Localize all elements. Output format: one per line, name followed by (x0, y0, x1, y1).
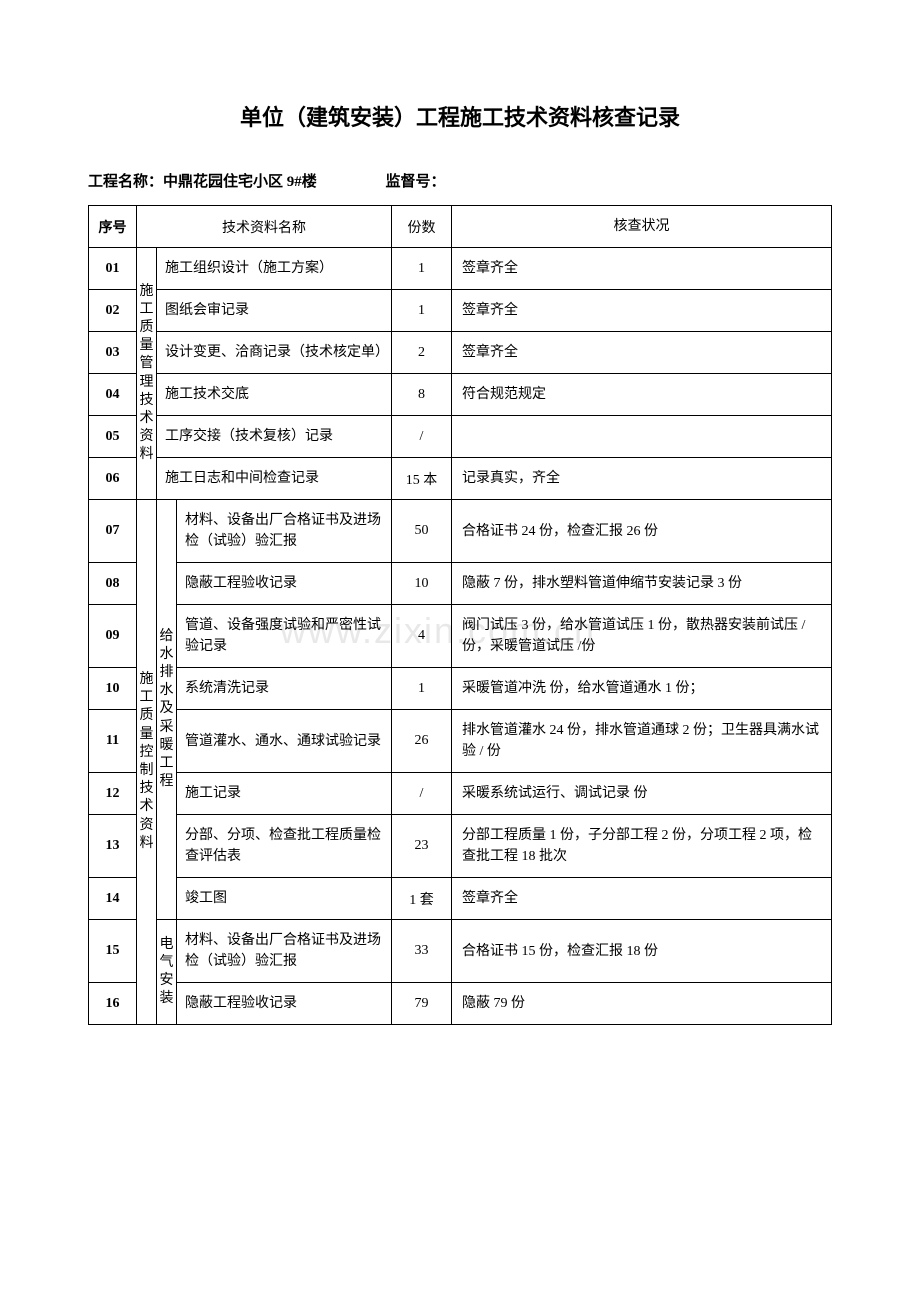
cell-count: 2 (392, 332, 452, 374)
cell-name: 设计变更、洽商记录（技术核定单） (157, 332, 392, 374)
table-row: 10 系统清洗记录 1 采暖管道冲洗 份，给水管道通水 1 份； (89, 668, 832, 710)
cell-seq: 10 (89, 668, 137, 710)
supervision-label: 监督号： (386, 174, 446, 190)
table-row: 13 分部、分项、检查批工程质量检查评估表 23 分部工程质量 1 份，子分部工… (89, 815, 832, 878)
cell-seq: 09 (89, 605, 137, 668)
table-header-row: 序号 技术资料名称 份数 核查状况 (89, 206, 832, 248)
table-row: 01 施工质量管理技术资料 施工组织设计（施工方案） 1 签章齐全 (89, 248, 832, 290)
cell-seq: 11 (89, 710, 137, 773)
cell-status: 签章齐全 (452, 248, 832, 290)
cell-seq: 01 (89, 248, 137, 290)
cell-seq: 03 (89, 332, 137, 374)
cell-status (452, 416, 832, 458)
cell-status: 签章齐全 (452, 332, 832, 374)
table-row: 16 隐蔽工程验收记录 79 隐蔽 79 份 (89, 983, 832, 1025)
subcategory-b: 电气安装 (157, 920, 177, 1025)
inspection-table: 序号 技术资料名称 份数 核查状况 01 施工质量管理技术资料 施工组织设计（施… (88, 205, 832, 1025)
cell-status: 符合规范规定 (452, 374, 832, 416)
cell-seq: 13 (89, 815, 137, 878)
table-row: 12 施工记录 / 采暖系统试运行、调试记录 份 (89, 773, 832, 815)
cell-name: 竣工图 (177, 878, 392, 920)
cell-status: 分部工程质量 1 份，子分部工程 2 份，分项工程 2 项，检查批工程 18 批… (452, 815, 832, 878)
cell-seq: 04 (89, 374, 137, 416)
cell-seq: 07 (89, 500, 137, 563)
cell-seq: 12 (89, 773, 137, 815)
cell-status: 阀门试压 3 份，给水管道试压 1 份，散热器安装前试压 /份，采暖管道试压 /… (452, 605, 832, 668)
cell-name: 施工技术交底 (157, 374, 392, 416)
cell-name: 管道、设备强度试验和严密性试验记录 (177, 605, 392, 668)
cell-seq: 14 (89, 878, 137, 920)
cell-count: 1 套 (392, 878, 452, 920)
cell-name: 系统清洗记录 (177, 668, 392, 710)
cell-count: 4 (392, 605, 452, 668)
cell-status: 签章齐全 (452, 290, 832, 332)
table-row: 08 隐蔽工程验收记录 10 隐蔽 7 份，排水塑料管道伸缩节安装记录 3 份 (89, 563, 832, 605)
header-count: 份数 (392, 206, 452, 248)
cell-status: 采暖系统试运行、调试记录 份 (452, 773, 832, 815)
cell-status: 隐蔽 79 份 (452, 983, 832, 1025)
cell-count: 8 (392, 374, 452, 416)
category-a: 施工质量管理技术资料 (137, 248, 157, 500)
cell-status: 隐蔽 7 份，排水塑料管道伸缩节安装记录 3 份 (452, 563, 832, 605)
cell-name: 工序交接（技术复核）记录 (157, 416, 392, 458)
table-row: 09 管道、设备强度试验和严密性试验记录 4 阀门试压 3 份，给水管道试压 1… (89, 605, 832, 668)
cell-name: 隐蔽工程验收记录 (177, 563, 392, 605)
cell-status: 签章齐全 (452, 878, 832, 920)
subtitle-row: 工程名称：中鼎花园住宅小区 9#楼 监督号： (88, 170, 832, 191)
cell-count: / (392, 416, 452, 458)
cell-name: 施工组织设计（施工方案） (157, 248, 392, 290)
cell-count: 1 (392, 290, 452, 332)
cell-name: 图纸会审记录 (157, 290, 392, 332)
cell-name: 管道灌水、通水、通球试验记录 (177, 710, 392, 773)
cell-status: 合格证书 15 份，检查汇报 18 份 (452, 920, 832, 983)
cell-seq: 08 (89, 563, 137, 605)
table-row: 05 工序交接（技术复核）记录 / (89, 416, 832, 458)
table-row: 04 施工技术交底 8 符合规范规定 (89, 374, 832, 416)
cell-name: 隐蔽工程验收记录 (177, 983, 392, 1025)
cell-count: 33 (392, 920, 452, 983)
cell-count: 1 (392, 668, 452, 710)
table-row: 02 图纸会审记录 1 签章齐全 (89, 290, 832, 332)
header-status: 核查状况 (452, 206, 832, 248)
cell-name: 施工记录 (177, 773, 392, 815)
cell-seq: 02 (89, 290, 137, 332)
cell-status: 采暖管道冲洗 份，给水管道通水 1 份； (452, 668, 832, 710)
cell-name: 分部、分项、检查批工程质量检查评估表 (177, 815, 392, 878)
cell-count: 1 (392, 248, 452, 290)
cell-name: 材料、设备出厂合格证书及进场检（试验）验汇报 (177, 500, 392, 563)
project-name-value: 中鼎花园住宅小区 9#楼 (163, 174, 317, 190)
header-name: 技术资料名称 (137, 206, 392, 248)
page-title: 单位（建筑安装）工程施工技术资料核查记录 (88, 100, 832, 132)
subcategory-a: 给水排水及采暖工程 (157, 500, 177, 920)
cell-seq: 16 (89, 983, 137, 1025)
project-label: 工程名称： (88, 174, 163, 190)
table-row: 06 施工日志和中间检查记录 15 本 记录真实，齐全 (89, 458, 832, 500)
cell-status: 合格证书 24 份，检查汇报 26 份 (452, 500, 832, 563)
table-row: 07 施工质量控制技术资料 给水排水及采暖工程 材料、设备出厂合格证书及进场检（… (89, 500, 832, 563)
cell-count: 79 (392, 983, 452, 1025)
cell-name: 材料、设备出厂合格证书及进场检（试验）验汇报 (177, 920, 392, 983)
cell-name: 施工日志和中间检查记录 (157, 458, 392, 500)
header-seq: 序号 (89, 206, 137, 248)
cell-count: 50 (392, 500, 452, 563)
cell-count: 15 本 (392, 458, 452, 500)
cell-count: 23 (392, 815, 452, 878)
category-b: 施工质量控制技术资料 (137, 500, 157, 1025)
cell-status: 排水管道灌水 24 份，排水管道通球 2 份；卫生器具满水试验 / 份 (452, 710, 832, 773)
cell-count: / (392, 773, 452, 815)
table-row: 14 竣工图 1 套 签章齐全 (89, 878, 832, 920)
cell-seq: 05 (89, 416, 137, 458)
cell-seq: 06 (89, 458, 137, 500)
cell-status: 记录真实，齐全 (452, 458, 832, 500)
cell-count: 10 (392, 563, 452, 605)
table-row: 11 管道灌水、通水、通球试验记录 26 排水管道灌水 24 份，排水管道通球 … (89, 710, 832, 773)
table-row: 03 设计变更、洽商记录（技术核定单） 2 签章齐全 (89, 332, 832, 374)
cell-count: 26 (392, 710, 452, 773)
cell-seq: 15 (89, 920, 137, 983)
table-row: 15 电气安装 材料、设备出厂合格证书及进场检（试验）验汇报 33 合格证书 1… (89, 920, 832, 983)
